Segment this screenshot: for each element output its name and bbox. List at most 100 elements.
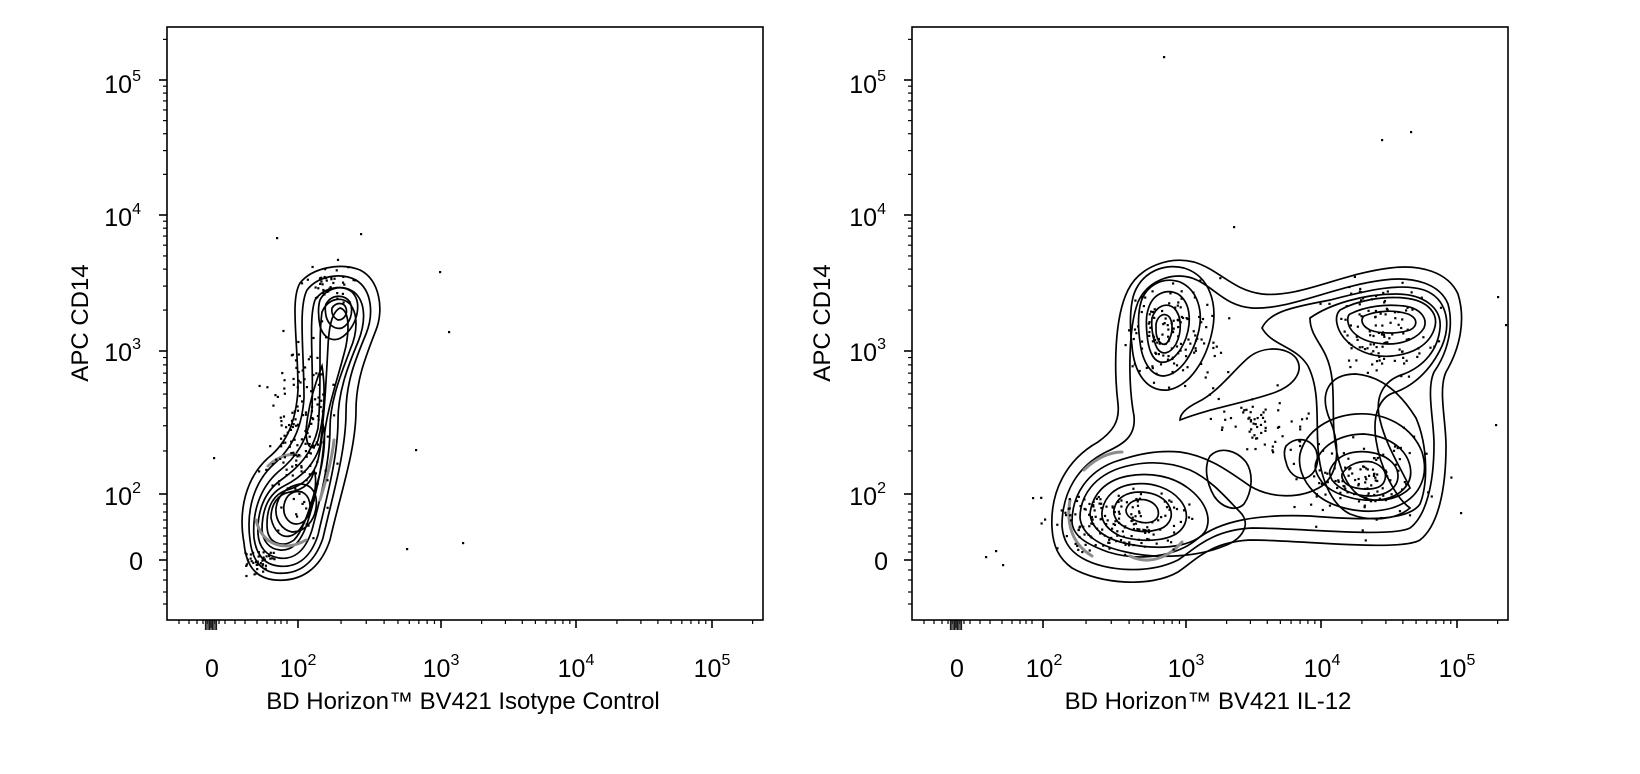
panel-2-event (1373, 493, 1376, 497)
panel-2-event (1374, 500, 1377, 503)
panel-2-event (1228, 317, 1231, 320)
panel-2-event (1187, 338, 1190, 341)
panel-2-event (1234, 425, 1237, 428)
panel-2-event (1376, 473, 1379, 476)
panel-2-event (1401, 350, 1404, 353)
panel-2-event (1172, 319, 1175, 322)
panel-1-event (300, 470, 303, 473)
panel-2-event (1117, 510, 1121, 513)
panel-2-event (1084, 543, 1087, 546)
panel-2-event (1310, 503, 1313, 506)
panel-2-event (1130, 534, 1133, 538)
panel-1-x-tick-label-100: 102 (280, 652, 317, 683)
panel-1-event (283, 387, 286, 390)
panel-2-event (1067, 507, 1070, 510)
panel-2-event (1405, 338, 1408, 341)
panel-2-event (1378, 359, 1381, 362)
panel-2-event (1213, 354, 1216, 358)
panel-2-event (1134, 299, 1137, 302)
panel-1-event (311, 444, 315, 447)
panel-2-event (1377, 352, 1380, 355)
panel-2-event (1079, 504, 1082, 508)
panel-2-event (1384, 469, 1387, 472)
panel-1-event (277, 529, 280, 532)
panel-1-event (329, 286, 332, 289)
panel-1-event (298, 492, 301, 495)
panel-1-y-axis-title: APC CD14 (67, 264, 94, 381)
panel-2-event (1346, 334, 1349, 337)
panel-2-event (1088, 513, 1091, 516)
panel-2-event (1383, 299, 1387, 303)
panel-2-event (1256, 425, 1259, 429)
panel-1-event (285, 468, 288, 471)
panel-2-event (1412, 435, 1416, 438)
panel-1-event (304, 411, 308, 414)
panel-2-event (1249, 419, 1253, 422)
panel-2-event (1128, 329, 1131, 332)
panel-2-event (1328, 504, 1332, 507)
panel-1-event (296, 444, 299, 447)
panel-2-event (1350, 343, 1353, 346)
panel-1-event (325, 290, 329, 293)
panel-2-event (1361, 529, 1364, 532)
panel-1-event (292, 497, 295, 501)
panel-1-event (321, 410, 324, 413)
panel-1-event (263, 558, 266, 561)
panel-1-event (314, 472, 317, 475)
panel-1-event (250, 560, 253, 563)
panel-2-event (1403, 362, 1406, 365)
panel-2-event (1242, 411, 1245, 414)
panel-2-event (1118, 512, 1121, 515)
panel-2-event (1212, 387, 1215, 390)
panel-2-event (1132, 487, 1135, 490)
panel-2-event (1326, 472, 1329, 475)
panel-2-event (1363, 496, 1366, 500)
panel-1-event (299, 381, 302, 384)
panel-2-event (1136, 504, 1140, 507)
panel-1-event (261, 564, 264, 567)
panel-2-event (1205, 326, 1208, 329)
panel-2-event (1090, 522, 1093, 525)
panel-1-event (287, 423, 291, 427)
panel-1-event (254, 561, 258, 564)
panel-1-event (311, 265, 314, 269)
panel-2-event (1382, 333, 1386, 336)
panel-1-event (336, 258, 340, 261)
panel-2-event (1359, 299, 1363, 302)
panel-2-event (1401, 318, 1404, 321)
panel-2-event (1281, 435, 1284, 438)
panel-2-event (1229, 416, 1233, 420)
panel-2-event (1088, 525, 1091, 528)
panel-2-event (1371, 363, 1374, 366)
panel-1-event (282, 415, 286, 418)
panel-2-event (1405, 359, 1408, 362)
panel-2-event (1386, 475, 1389, 478)
panel-2-event (1252, 422, 1255, 425)
panel-2-event (1450, 476, 1453, 479)
panel-1-event (288, 445, 291, 448)
panel-2-event (1328, 302, 1331, 305)
panel-1-event (300, 438, 304, 441)
panel-2-event (1130, 519, 1133, 523)
panel-2-event (1240, 406, 1243, 409)
panel-2-event (1151, 367, 1154, 370)
panel-2-event (1246, 448, 1249, 451)
panel-2-event (1177, 335, 1180, 338)
panel-2-event (1169, 292, 1172, 295)
panel-2-y-tick-label-1000: 103 (849, 336, 886, 367)
panel-1-event (258, 384, 261, 388)
panel-2-x-tick-label-1000: 103 (1168, 652, 1205, 683)
panel-1-event (309, 452, 312, 455)
panel-2-event (1372, 350, 1375, 353)
panel-1-event (333, 277, 336, 280)
panel-2-event (1179, 349, 1182, 352)
panel-2-event (1116, 530, 1119, 533)
panel-1-event (309, 355, 312, 358)
panel-2-event (1358, 313, 1361, 316)
panel-1-event (330, 276, 333, 279)
panel-2-event (1401, 281, 1404, 284)
panel-2-event (1315, 493, 1318, 496)
panel-1-event (259, 562, 262, 565)
panel-2-event (1159, 528, 1162, 531)
panel-1-event (295, 459, 298, 462)
